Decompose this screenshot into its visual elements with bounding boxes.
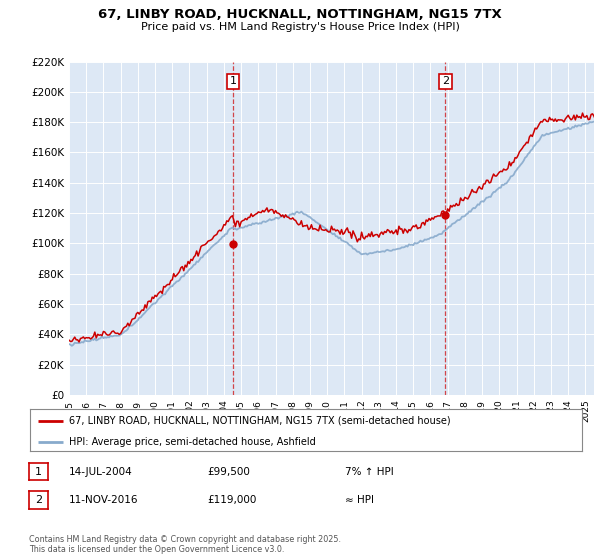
- Text: £99,500: £99,500: [207, 466, 250, 477]
- Text: ≈ HPI: ≈ HPI: [345, 495, 374, 505]
- Text: 14-JUL-2004: 14-JUL-2004: [69, 466, 133, 477]
- Text: 1: 1: [35, 466, 42, 477]
- Text: 67, LINBY ROAD, HUCKNALL, NOTTINGHAM, NG15 7TX (semi-detached house): 67, LINBY ROAD, HUCKNALL, NOTTINGHAM, NG…: [68, 416, 450, 426]
- Text: Price paid vs. HM Land Registry's House Price Index (HPI): Price paid vs. HM Land Registry's House …: [140, 22, 460, 32]
- Text: 1: 1: [230, 76, 237, 86]
- Text: 67, LINBY ROAD, HUCKNALL, NOTTINGHAM, NG15 7TX: 67, LINBY ROAD, HUCKNALL, NOTTINGHAM, NG…: [98, 8, 502, 21]
- Text: £119,000: £119,000: [207, 495, 256, 505]
- Text: 2: 2: [442, 76, 449, 86]
- Text: Contains HM Land Registry data © Crown copyright and database right 2025.
This d: Contains HM Land Registry data © Crown c…: [29, 535, 341, 554]
- Text: HPI: Average price, semi-detached house, Ashfield: HPI: Average price, semi-detached house,…: [68, 437, 316, 446]
- Text: 11-NOV-2016: 11-NOV-2016: [69, 495, 139, 505]
- Text: 7% ↑ HPI: 7% ↑ HPI: [345, 466, 394, 477]
- Text: 2: 2: [35, 495, 42, 505]
